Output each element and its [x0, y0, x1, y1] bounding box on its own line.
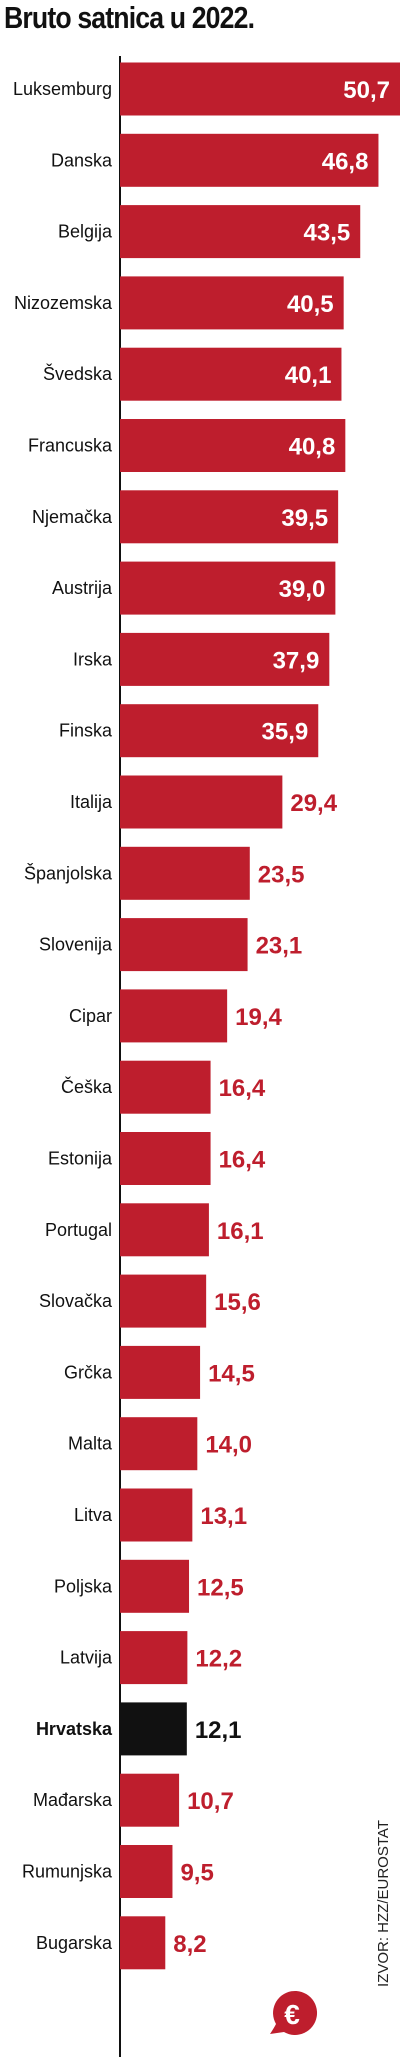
value-label: 10,7 — [187, 1788, 234, 1815]
bar — [120, 1773, 180, 1827]
value-label: 15,6 — [214, 1289, 261, 1316]
value-label: 43,5 — [304, 220, 351, 247]
category-label: Finska — [59, 721, 113, 741]
category-label: Cipar — [69, 1006, 112, 1026]
category-label: Njemačka — [32, 507, 113, 527]
category-label: Češka — [61, 1076, 113, 1097]
category-label: Hrvatska — [36, 1719, 113, 1739]
value-label: 12,1 — [195, 1717, 242, 1744]
bar — [120, 276, 344, 330]
category-label: Francuska — [28, 436, 113, 456]
category-label: Irska — [73, 649, 113, 669]
source-note: IZVOR: HZZ/EUROSTAT — [375, 1820, 392, 1987]
value-label: 40,8 — [289, 434, 336, 461]
bar — [120, 561, 336, 615]
value-label: 14,0 — [205, 1432, 252, 1459]
category-label: Poljska — [54, 1576, 113, 1596]
value-label: 40,1 — [285, 362, 332, 389]
bar — [120, 133, 379, 187]
value-label: 39,5 — [281, 505, 328, 532]
category-label: Španjolska — [24, 862, 113, 883]
bar — [120, 419, 346, 472]
bar — [120, 1060, 211, 1114]
value-label: 13,1 — [200, 1503, 247, 1530]
euro-icon: € — [270, 1990, 318, 2035]
value-label: 16,1 — [217, 1218, 264, 1245]
page-title: Bruto satnica u 2022. — [4, 0, 255, 35]
bar — [120, 632, 330, 686]
value-label: 37,9 — [273, 647, 320, 674]
euro-badge: € — [262, 1988, 318, 2047]
category-label: Italija — [70, 792, 113, 812]
value-label: 39,0 — [279, 576, 326, 603]
category-label: Mađarska — [33, 1790, 113, 1810]
category-label: Estonija — [48, 1149, 113, 1169]
bar — [120, 1132, 211, 1185]
value-label: 16,4 — [219, 1147, 266, 1174]
category-label: Slovačka — [39, 1291, 113, 1311]
value-label: 12,2 — [195, 1646, 242, 1673]
value-label: 50,7 — [343, 77, 390, 104]
category-label: Belgija — [58, 222, 113, 242]
category-label: Rumunjska — [22, 1862, 113, 1882]
value-label: 14,5 — [208, 1360, 255, 1387]
value-label: 29,4 — [290, 790, 337, 817]
bar — [120, 775, 283, 829]
category-label: Portugal — [45, 1220, 112, 1240]
value-label: 40,5 — [287, 291, 334, 318]
bar — [120, 205, 361, 259]
bar — [120, 1702, 187, 1756]
bar — [120, 1417, 198, 1471]
bar — [120, 1631, 188, 1685]
value-label: 16,4 — [219, 1075, 266, 1102]
value-label: 8,2 — [173, 1931, 206, 1958]
bar — [120, 846, 250, 900]
bar — [120, 1845, 173, 1898]
euro-symbol: € — [284, 1999, 300, 2030]
category-label: Nizozemska — [14, 293, 113, 313]
value-label: 9,5 — [180, 1860, 213, 1887]
bar — [120, 62, 400, 116]
bar — [120, 989, 228, 1043]
bar — [120, 1274, 207, 1328]
bar — [120, 1916, 166, 1970]
category-label: Luksemburg — [13, 79, 112, 99]
value-label: 46,8 — [322, 148, 369, 175]
value-label: 12,5 — [197, 1574, 244, 1601]
category-label: Danska — [51, 150, 113, 170]
bar — [120, 1203, 209, 1257]
category-label: Austrija — [52, 578, 113, 598]
bar — [120, 490, 339, 544]
bar — [120, 1488, 193, 1542]
category-label: Litva — [74, 1505, 113, 1525]
bar — [120, 347, 342, 401]
bar — [120, 1345, 201, 1399]
category-label: Grčka — [64, 1362, 113, 1382]
value-label: 35,9 — [262, 719, 309, 746]
category-label: Malta — [68, 1434, 113, 1454]
bar — [120, 918, 248, 972]
category-label: Švedska — [43, 363, 113, 384]
category-label: Slovenija — [39, 935, 113, 955]
value-label: 19,4 — [235, 1004, 282, 1031]
bar — [120, 704, 319, 758]
value-label: 23,1 — [256, 933, 303, 960]
bar — [120, 1559, 190, 1613]
category-label: Bugarska — [36, 1933, 113, 1953]
value-label: 23,5 — [258, 861, 305, 888]
category-label: Latvija — [60, 1648, 113, 1668]
